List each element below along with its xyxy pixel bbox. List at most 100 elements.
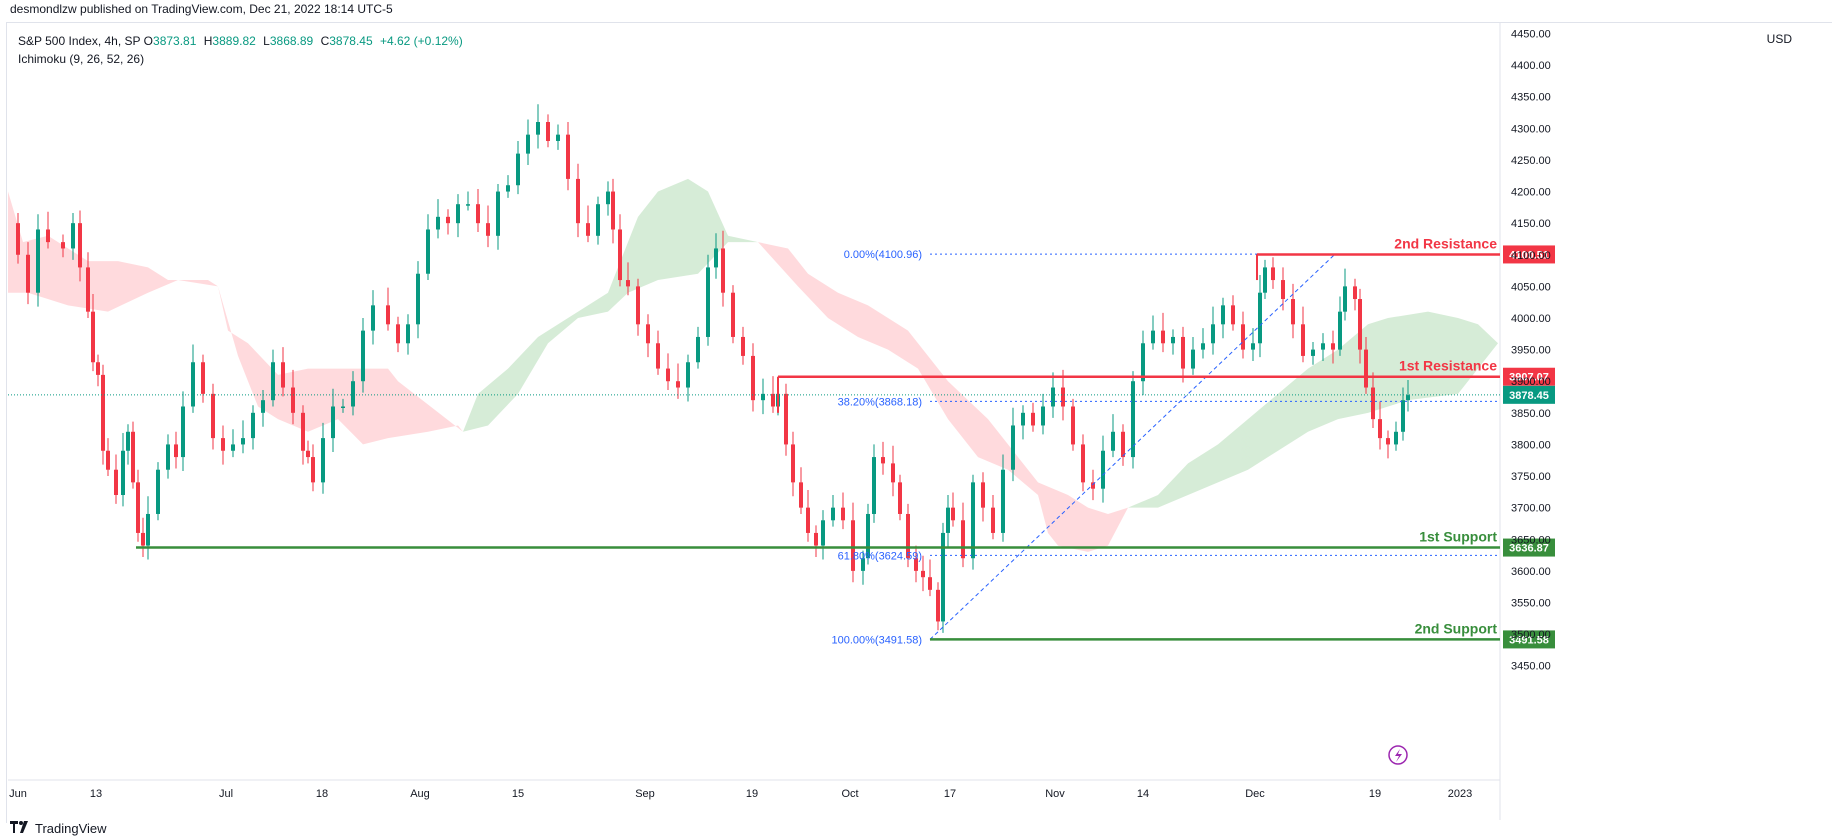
y-tick-label: 3650.00 — [1511, 534, 1551, 546]
candle-body — [496, 191, 500, 236]
candle-body — [771, 393, 775, 407]
candle-body — [906, 513, 910, 559]
candle — [676, 363, 680, 399]
candle-body — [1121, 431, 1125, 458]
candle-body — [466, 204, 470, 206]
candle-body — [174, 444, 178, 458]
price-tag-value: 4100.51 — [1509, 249, 1549, 261]
level-name: 2nd Support — [1415, 620, 1498, 636]
candle — [941, 522, 945, 633]
candle — [751, 343, 755, 412]
y-tick-label: 4250.00 — [1511, 155, 1551, 167]
candle — [946, 495, 950, 547]
candle-body — [646, 324, 650, 344]
open-label: O — [143, 34, 154, 48]
indicator-label[interactable]: Ichimoku (9, 26, 52, 26) — [18, 52, 145, 66]
candle-body — [1071, 406, 1075, 445]
candle — [821, 510, 825, 560]
candle-body — [991, 507, 995, 533]
candle — [666, 353, 670, 391]
candle-body — [114, 469, 118, 496]
candle-body — [784, 393, 788, 445]
candle — [271, 349, 275, 407]
level-name: 1st Support — [1419, 529, 1497, 545]
candle-body — [251, 412, 255, 439]
candle — [446, 209, 450, 235]
candle-body — [566, 134, 570, 179]
candle-body — [1061, 387, 1065, 407]
candle — [251, 405, 255, 450]
candle-body — [486, 223, 490, 236]
chart-legend: S&P 500 Index, 4h, SP O3873.81 H3889.82 … — [18, 32, 467, 68]
candle — [16, 213, 20, 264]
x-tick-label: Jun — [9, 788, 27, 800]
candle-body — [126, 431, 130, 451]
lightning-icon[interactable] — [1388, 745, 1408, 765]
candle — [126, 424, 130, 465]
candle-body — [936, 589, 940, 622]
lightning-ring — [1388, 745, 1408, 765]
candle — [1161, 312, 1165, 353]
candle — [1041, 393, 1045, 435]
candle-body — [1011, 425, 1015, 470]
candle — [872, 444, 876, 523]
candle — [898, 474, 902, 521]
candle-body — [799, 482, 803, 508]
candle-body — [586, 223, 590, 236]
candle-body — [1031, 412, 1035, 426]
indicator-legend[interactable]: Ichimoku (9, 26, 52, 26) — [18, 50, 467, 68]
candle-body — [106, 450, 110, 470]
footer-brand[interactable]: TradingView — [10, 816, 107, 840]
candle — [606, 181, 610, 216]
candle — [971, 474, 975, 570]
y-tick-label: 3700.00 — [1511, 503, 1551, 515]
candle-body — [946, 507, 950, 533]
candle — [131, 421, 135, 489]
candle-body — [1331, 343, 1335, 350]
candle — [556, 124, 560, 150]
change-value: +4.62 (+0.12%) — [379, 34, 463, 48]
candle — [714, 233, 718, 279]
candle — [1358, 288, 1362, 364]
y-tick-label: 4300.00 — [1511, 123, 1551, 135]
high-label: H — [203, 34, 213, 48]
candle-body — [1291, 299, 1295, 325]
candle — [1258, 275, 1262, 358]
candle — [306, 440, 310, 464]
candle — [26, 242, 30, 305]
symbol-label[interactable]: S&P 500 Index, 4h, SP — [18, 34, 141, 48]
candle — [371, 290, 375, 345]
candle-body — [1091, 482, 1095, 489]
candle — [1071, 398, 1075, 451]
candle-body — [676, 381, 680, 388]
candle — [596, 196, 600, 245]
candle — [106, 438, 110, 477]
candle — [1311, 342, 1315, 365]
candle — [281, 347, 285, 397]
candle-body — [91, 311, 95, 363]
candle-body — [731, 292, 735, 337]
candle — [1338, 296, 1342, 356]
time-axis: Jun 13 Jul 18 Aug 15 Sep 19 Oct 17 Nov 14 Dec 19 2023 — [8, 779, 1500, 800]
x-tick-label: Aug — [410, 788, 430, 800]
x-tick-label: Oct — [841, 788, 858, 800]
candle-body — [426, 229, 430, 274]
candle — [341, 398, 345, 413]
chart-panel[interactable] — [6, 22, 1832, 823]
candle — [586, 205, 590, 243]
kumo-segment-5 — [1128, 311, 1498, 508]
candle — [386, 287, 390, 331]
level-name: 1st Resistance — [1399, 358, 1497, 374]
candle-body — [741, 336, 745, 356]
y-tick-label: 4150.00 — [1511, 218, 1551, 230]
candle — [1171, 329, 1175, 355]
candle-body — [311, 457, 315, 483]
y-tick-label: 3950.00 — [1511, 345, 1551, 357]
price-tag-value: 3907.07 — [1509, 372, 1549, 384]
candle — [406, 314, 410, 355]
candle-body — [626, 280, 630, 287]
candle-body — [831, 507, 835, 521]
candle — [181, 391, 185, 471]
candle — [611, 178, 615, 244]
